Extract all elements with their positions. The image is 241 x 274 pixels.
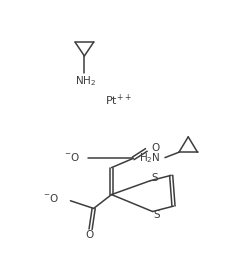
Text: S: S <box>152 173 158 183</box>
Text: Pt$^{++}$: Pt$^{++}$ <box>105 93 131 108</box>
Text: $^{-}$O: $^{-}$O <box>64 151 80 163</box>
Text: $^{-}$O: $^{-}$O <box>43 192 60 204</box>
Text: O: O <box>151 143 159 153</box>
Text: H$_2$N: H$_2$N <box>139 151 160 164</box>
Text: NH$_2$: NH$_2$ <box>75 74 96 87</box>
Text: S: S <box>153 210 160 220</box>
Text: O: O <box>85 230 93 240</box>
